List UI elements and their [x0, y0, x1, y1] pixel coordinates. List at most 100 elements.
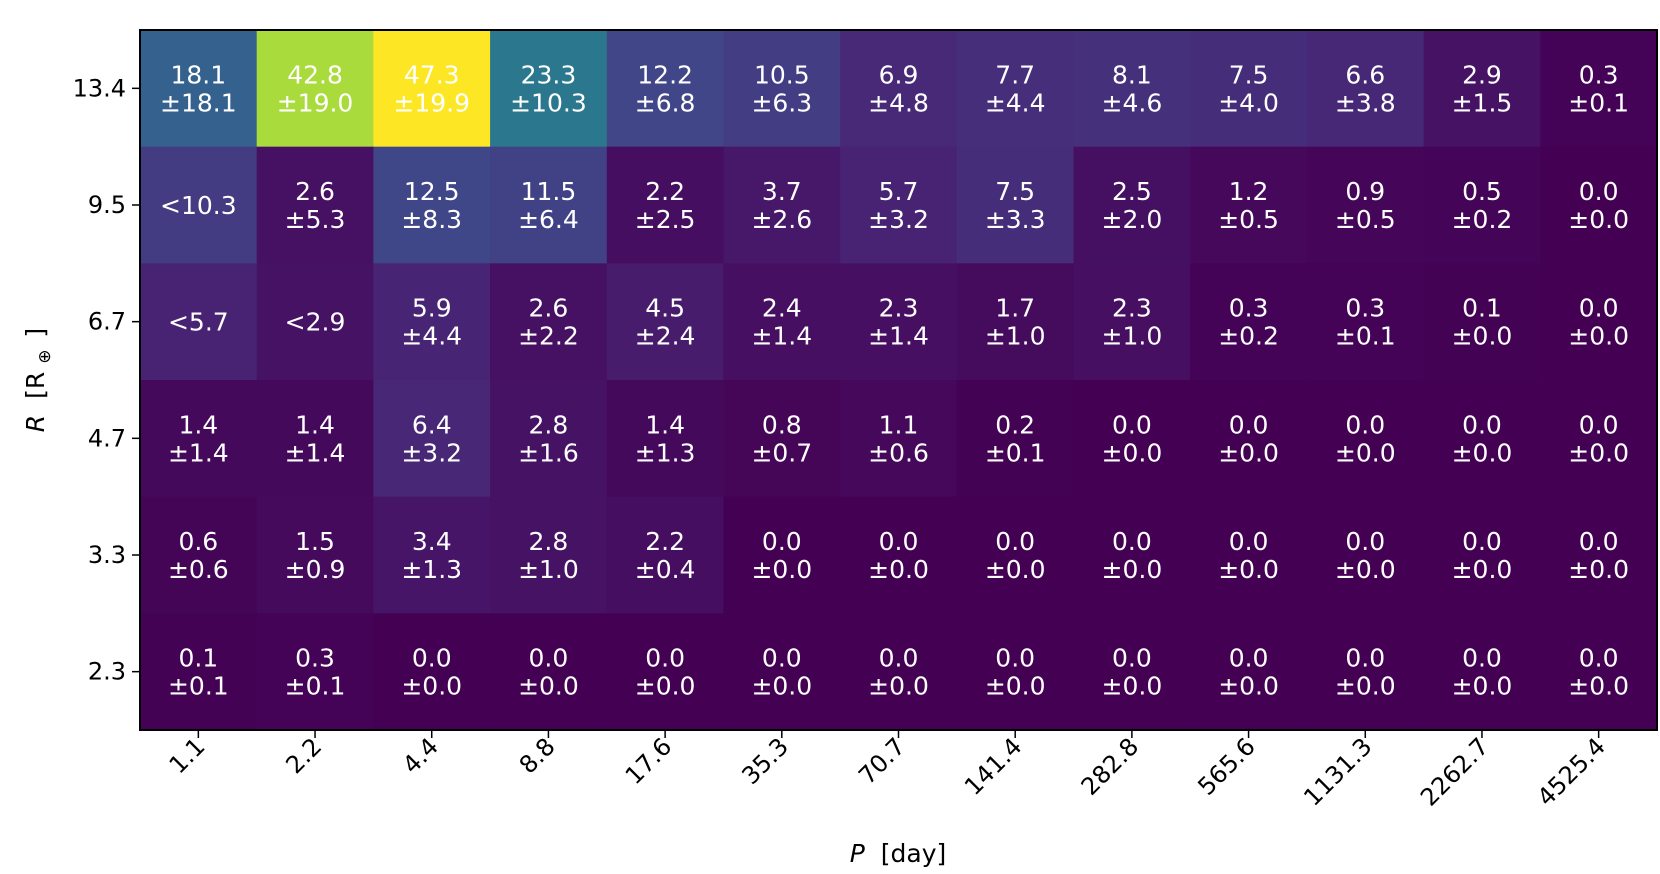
cell-error-label: ±1.4 [168, 438, 229, 467]
cell-color [373, 30, 491, 148]
heatmap-cell: 11.5±6.4 [490, 146, 608, 264]
cell-color [140, 380, 258, 498]
cell-error-label: ±0.0 [868, 672, 929, 701]
y-tick-label: 2.3 [88, 658, 126, 686]
heatmap-cell: 0.0±0.0 [723, 496, 841, 614]
cell-color [140, 496, 258, 614]
cell-value-label: 0.3 [1579, 60, 1619, 89]
cell-error-label: ±0.0 [1335, 438, 1396, 467]
cell-value-label: 12.2 [637, 60, 693, 89]
cell-error-label: ±0.0 [1102, 672, 1163, 701]
cell-color [606, 380, 725, 498]
cell-value-label: 0.0 [1579, 410, 1619, 439]
heatmap-cell: 2.6±2.2 [490, 263, 608, 381]
cell-color [1540, 263, 1658, 381]
cell-color [1073, 263, 1191, 381]
heatmap-cell: 0.0±0.0 [1306, 613, 1425, 731]
cell-error-label: ±2.6 [751, 205, 812, 234]
cell-color [840, 613, 958, 731]
x-tick-label: 565.6 [1192, 732, 1260, 800]
cell-color [1540, 146, 1658, 264]
heatmap-cell: 18.1±18.1 [140, 30, 258, 148]
cell-color [256, 380, 374, 498]
y-axis-unit-close: ] [21, 328, 50, 338]
heatmap-cell: 1.4±1.4 [256, 380, 374, 498]
heatmap-cell: 1.2±0.5 [1190, 146, 1308, 264]
cell-value-label: 11.5 [521, 177, 577, 206]
heatmap-cell: 2.8±1.6 [490, 380, 608, 498]
heatmap-cell: 0.0±0.0 [956, 613, 1075, 731]
x-tick-label: 8.8 [514, 732, 561, 779]
cell-value-label: 18.1 [171, 60, 227, 89]
heatmap-cell: <10.3 [140, 146, 258, 264]
cell-error-label: ±0.4 [635, 555, 696, 584]
cell-color [956, 380, 1075, 498]
cell-color [956, 30, 1075, 148]
heatmap-cell: 6.9±4.8 [840, 30, 958, 148]
cell-color [840, 146, 958, 264]
cell-value-label: 0.0 [1229, 410, 1269, 439]
cell-color [723, 146, 841, 264]
cell-error-label: ±4.4 [985, 88, 1046, 117]
cell-color [1540, 613, 1658, 731]
heatmap-cell: 1.4±1.4 [140, 380, 258, 498]
heatmap-cell: 2.6±5.3 [256, 146, 374, 264]
y-tick-label: 4.7 [88, 424, 126, 452]
cell-error-label: ±4.6 [1102, 88, 1163, 117]
heatmap-cell: <5.7 [140, 263, 258, 381]
cell-error-label: ±6.8 [635, 88, 696, 117]
cell-value-label: 0.0 [1112, 410, 1152, 439]
cell-value-label: 1.7 [995, 294, 1035, 323]
cell-color [256, 263, 374, 381]
cell-error-label: ±0.0 [1452, 672, 1513, 701]
cell-error-label: ±0.0 [1568, 672, 1629, 701]
heatmap-cell: 0.9±0.5 [1306, 146, 1425, 264]
cell-value-label: 0.0 [1579, 294, 1619, 323]
cell-error-label: ±1.3 [401, 555, 462, 584]
cell-value-label: 0.0 [1112, 527, 1152, 556]
cell-error-label: ±0.0 [868, 555, 929, 584]
cell-color [373, 146, 491, 264]
cell-value-label: 10.5 [754, 60, 810, 89]
cell-error-label: ±3.2 [868, 205, 929, 234]
cell-value-label: 0.0 [1579, 177, 1619, 206]
cell-error-label: ±1.4 [285, 438, 346, 467]
cell-error-label: ±0.1 [985, 438, 1046, 467]
cell-error-label: ±0.2 [1218, 322, 1279, 351]
x-tick-label: 282.8 [1076, 732, 1144, 800]
cell-color [1190, 613, 1308, 731]
heatmap-cell: 0.0±0.0 [1190, 613, 1308, 731]
cell-error-label: ±0.0 [751, 672, 812, 701]
x-axis-label: P [day] [850, 839, 947, 868]
cell-value-label: 0.1 [1462, 294, 1502, 323]
cell-color [1306, 613, 1425, 731]
cell-color [956, 146, 1075, 264]
cell-value-label: 3.7 [762, 177, 802, 206]
cell-value-label: 1.2 [1229, 177, 1269, 206]
cell-color [606, 496, 725, 614]
cell-error-label: ±1.0 [518, 555, 579, 584]
y-axis-label: R [R ⊕ ] [21, 328, 56, 432]
heatmap-cell: 10.5±6.3 [723, 30, 841, 148]
cell-color [956, 613, 1075, 731]
cell-error-label: ±0.0 [518, 672, 579, 701]
cell-value-label: 5.7 [879, 177, 919, 206]
cell-color [373, 613, 491, 731]
cell-error-label: ±5.3 [285, 205, 346, 234]
cell-color [490, 30, 608, 148]
cell-value-label: 0.0 [995, 644, 1035, 673]
heatmap-cell: 0.0±0.0 [373, 613, 491, 731]
heatmap-cell: 2.4±1.4 [723, 263, 841, 381]
heatmap-cell: 0.0±0.0 [1306, 496, 1425, 614]
heatmap-cell: 0.0±0.0 [956, 496, 1075, 614]
cell-value-label: 0.0 [1112, 644, 1152, 673]
cell-color [140, 30, 258, 148]
cell-color [373, 496, 491, 614]
cell-color [1190, 30, 1308, 148]
heatmap-cell: 6.6±3.8 [1306, 30, 1425, 148]
heatmap-cell: 5.7±3.2 [840, 146, 958, 264]
cell-value-label: 2.4 [762, 294, 802, 323]
heatmap-cell: 12.2±6.8 [606, 30, 725, 148]
heatmap-cell: 8.1±4.6 [1073, 30, 1191, 148]
